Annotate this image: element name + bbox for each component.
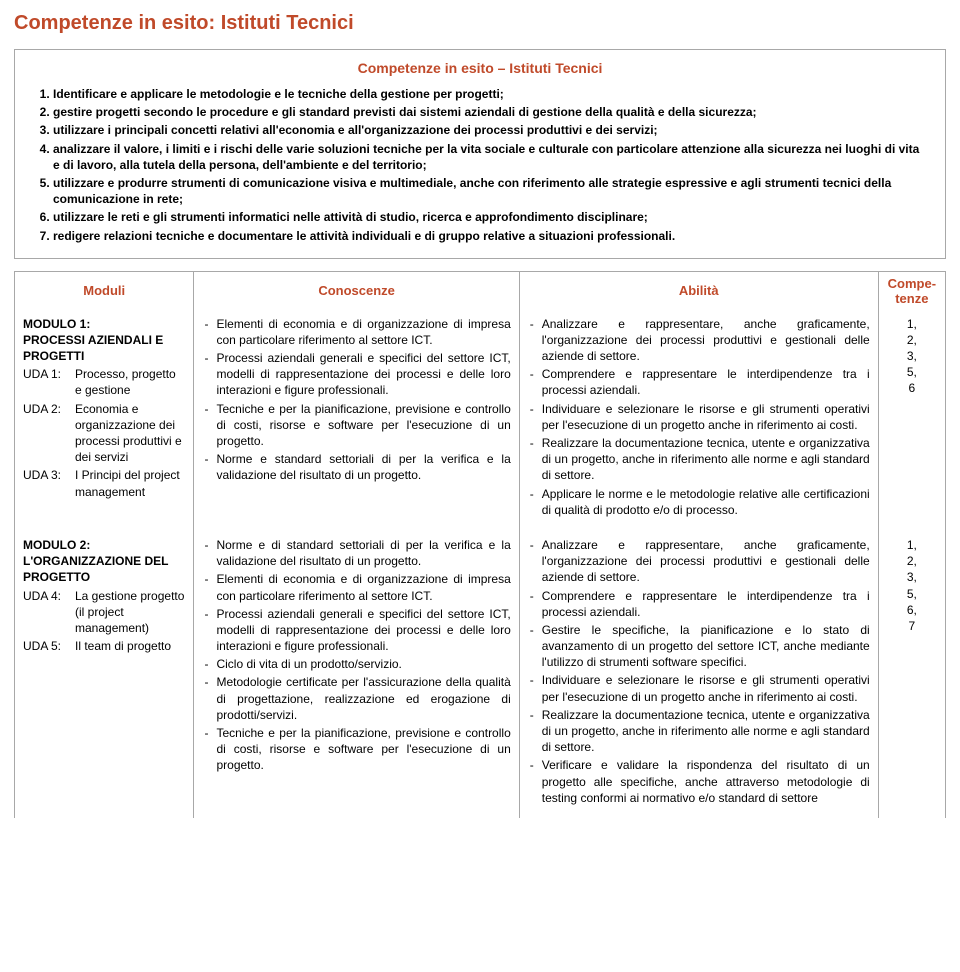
uda-label: UDA 2: <box>23 401 75 466</box>
compe-value: 3, <box>887 348 937 364</box>
conoscenza-item: Tecniche e per la pianificazione, previs… <box>202 401 510 450</box>
uda-text: Processo, progetto e gestione <box>75 366 185 398</box>
cell-abilita: Analizzare e rappresentare, anche grafic… <box>519 530 878 818</box>
cell-competenze: 1,2,3,5,6 <box>878 310 945 531</box>
table-row: MODULO 1:PROCESSI AZIENDALI E PROGETTIUD… <box>15 310 946 531</box>
abilita-item: Verificare e validare la rispondenza del… <box>528 757 870 806</box>
header-abilita: Abilità <box>519 271 878 310</box>
conoscenza-item: Norme e di standard settoriali di per la… <box>202 537 510 569</box>
cell-moduli: MODULO 1:PROCESSI AZIENDALI E PROGETTIUD… <box>15 310 194 531</box>
competenza-item: utilizzare i principali concetti relativ… <box>53 122 929 138</box>
competenza-item: utilizzare e produrre strumenti di comun… <box>53 175 929 207</box>
compe-value: 6 <box>887 380 937 396</box>
header-conoscenze: Conoscenze <box>194 271 519 310</box>
abilita-item: Analizzare e rappresentare, anche grafic… <box>528 537 870 586</box>
header-moduli: Moduli <box>15 271 194 310</box>
header-compe: Compe-tenze <box>878 271 945 310</box>
table-header-row: Moduli Conoscenze Abilità Compe-tenze <box>15 271 946 310</box>
abilita-item: Comprendere e rappresentare le interdipe… <box>528 588 870 620</box>
competenze-box: Competenze in esito – Istituti Tecnici I… <box>14 49 946 259</box>
moduli-table: Moduli Conoscenze Abilità Compe-tenze MO… <box>14 271 946 818</box>
uda-text: Il team di progetto <box>75 638 185 654</box>
uda-text: I Principi del project management <box>75 467 185 499</box>
compe-value: 1, <box>887 537 937 553</box>
abilita-item: Realizzare la documentazione tecnica, ut… <box>528 435 870 484</box>
conoscenza-item: Processi aziendali generali e specifici … <box>202 350 510 399</box>
conoscenza-item: Elementi di economia e di organizzazione… <box>202 571 510 603</box>
uda-text: Economia e organizzazione dei processi p… <box>75 401 185 466</box>
cell-moduli: MODULO 2:L'ORGANIZZAZIONE DEL PROGETTOUD… <box>15 530 194 818</box>
uda-line: UDA 4:La gestione progetto (il project m… <box>23 588 185 637</box>
competenza-item: Identificare e applicare le metodologie … <box>53 86 929 102</box>
abilita-item: Individuare e selezionare le risorse e g… <box>528 672 870 704</box>
cell-abilita: Analizzare e rappresentare, anche grafic… <box>519 310 878 531</box>
table-row: MODULO 2:L'ORGANIZZAZIONE DEL PROGETTOUD… <box>15 530 946 818</box>
cell-conoscenze: Elementi di economia e di organizzazione… <box>194 310 519 531</box>
modulo-title: MODULO 1:PROCESSI AZIENDALI E PROGETTI <box>23 316 185 365</box>
conoscenza-item: Ciclo di vita di un prodotto/servizio. <box>202 656 510 672</box>
uda-line: UDA 2:Economia e organizzazione dei proc… <box>23 401 185 466</box>
uda-label: UDA 1: <box>23 366 75 398</box>
cell-competenze: 1,2,3,5,6,7 <box>878 530 945 818</box>
competenze-list: Identificare e applicare le metodologie … <box>31 86 929 244</box>
cell-conoscenze: Norme e di standard settoriali di per la… <box>194 530 519 818</box>
abilita-item: Applicare le norme e le metodologie rela… <box>528 486 870 518</box>
uda-label: UDA 5: <box>23 638 75 654</box>
competenza-item: redigere relazioni tecniche e documentar… <box>53 228 929 244</box>
conoscenza-item: Norme e standard settoriali di per la ve… <box>202 451 510 483</box>
conoscenza-item: Metodologie certificate per l'assicurazi… <box>202 674 510 723</box>
competenza-item: analizzare il valore, i limiti e i risch… <box>53 141 929 173</box>
compe-value: 2, <box>887 553 937 569</box>
abilita-item: Analizzare e rappresentare, anche grafic… <box>528 316 870 365</box>
modulo-title: MODULO 2:L'ORGANIZZAZIONE DEL PROGETTO <box>23 537 185 586</box>
compe-value: 5, <box>887 586 937 602</box>
compe-value: 6, <box>887 602 937 618</box>
compe-value: 3, <box>887 569 937 585</box>
conoscenza-item: Tecniche e per la pianificazione, previs… <box>202 725 510 774</box>
abilita-item: Gestire le specifiche, la pianificazione… <box>528 622 870 671</box>
uda-line: UDA 3:I Principi del project management <box>23 467 185 499</box>
competenza-item: utilizzare le reti e gli strumenti infor… <box>53 209 929 225</box>
abilita-item: Individuare e selezionare le risorse e g… <box>528 401 870 433</box>
conoscenza-item: Processi aziendali generali e specifici … <box>202 606 510 655</box>
uda-text: La gestione progetto (il project managem… <box>75 588 185 637</box>
competenza-item: gestire progetti secondo le procedure e … <box>53 104 929 120</box>
uda-line: UDA 1:Processo, progetto e gestione <box>23 366 185 398</box>
abilita-item: Realizzare la documentazione tecnica, ut… <box>528 707 870 756</box>
page-title: Competenze in esito: Istituti Tecnici <box>14 12 946 35</box>
uda-label: UDA 3: <box>23 467 75 499</box>
compe-value: 7 <box>887 618 937 634</box>
compe-value: 5, <box>887 364 937 380</box>
conoscenza-item: Elementi di economia e di organizzazione… <box>202 316 510 348</box>
competenze-box-title: Competenze in esito – Istituti Tecnici <box>31 60 929 76</box>
uda-label: UDA 4: <box>23 588 75 637</box>
uda-line: UDA 5:Il team di progetto <box>23 638 185 654</box>
abilita-item: Comprendere e rappresentare le interdipe… <box>528 366 870 398</box>
compe-value: 1, <box>887 316 937 332</box>
compe-value: 2, <box>887 332 937 348</box>
